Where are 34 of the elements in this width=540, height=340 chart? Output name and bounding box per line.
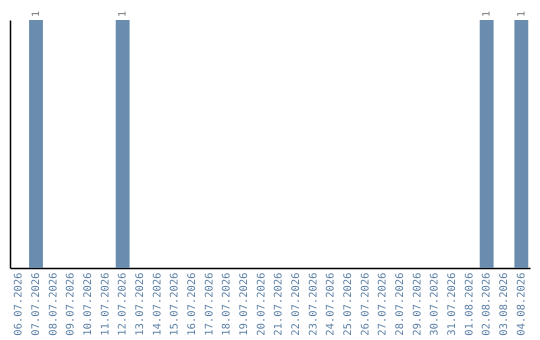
- x-tick-label: 27.07.2026: [376, 272, 389, 336]
- x-tick-label: 30.07.2026: [428, 272, 441, 336]
- x-tick-label: 06.07.2026: [12, 272, 25, 336]
- x-tick-label: 23.07.2026: [307, 272, 320, 336]
- x-tick-label: 18.07.2026: [220, 272, 233, 336]
- x-tick-label: 12.07.2026: [116, 272, 129, 336]
- x-tick-label: 28.07.2026: [394, 272, 406, 336]
- x-tick-label: 31.07.2026: [446, 272, 458, 336]
- x-tick-label: 20.07.2026: [255, 272, 268, 336]
- x-tick-label: 08.07.2026: [47, 272, 60, 336]
- data-label: 1: [118, 10, 129, 17]
- x-tick-label: 22.07.2026: [290, 272, 302, 336]
- x-tick-label: 26.07.2026: [359, 272, 372, 336]
- x-tick-label: 11.07.2026: [99, 272, 112, 336]
- x-tick-label: 13.07.2026: [134, 272, 146, 336]
- x-tick-label: 21.07.2026: [272, 272, 285, 336]
- x-tick-label: 19.07.2026: [238, 272, 250, 336]
- x-tick-label: 10.07.2026: [82, 272, 94, 336]
- data-label: 1: [31, 10, 42, 17]
- x-tick-label: 16.07.2026: [186, 272, 198, 336]
- x-tick-label: 01.08.2026: [463, 272, 476, 336]
- x-tick-label: 07.07.2026: [30, 272, 42, 336]
- x-tick-label: 09.07.2026: [64, 272, 77, 336]
- x-tick-label: 04.08.2026: [515, 272, 528, 336]
- x-tick-label: 15.07.2026: [168, 272, 181, 336]
- data-label: 1: [482, 10, 493, 17]
- x-tick-label: 24.07.2026: [324, 272, 337, 336]
- x-tick-label: 02.08.2026: [480, 272, 493, 336]
- x-tick-label: 03.08.2026: [498, 272, 510, 336]
- x-tick-label: 25.07.2026: [342, 272, 354, 336]
- x-tick-label: 29.07.2026: [411, 272, 424, 336]
- x-tick-label: 14.07.2026: [151, 272, 164, 336]
- data-label: 1: [516, 10, 528, 17]
- x-tick-label: 17.07.2026: [203, 272, 216, 336]
